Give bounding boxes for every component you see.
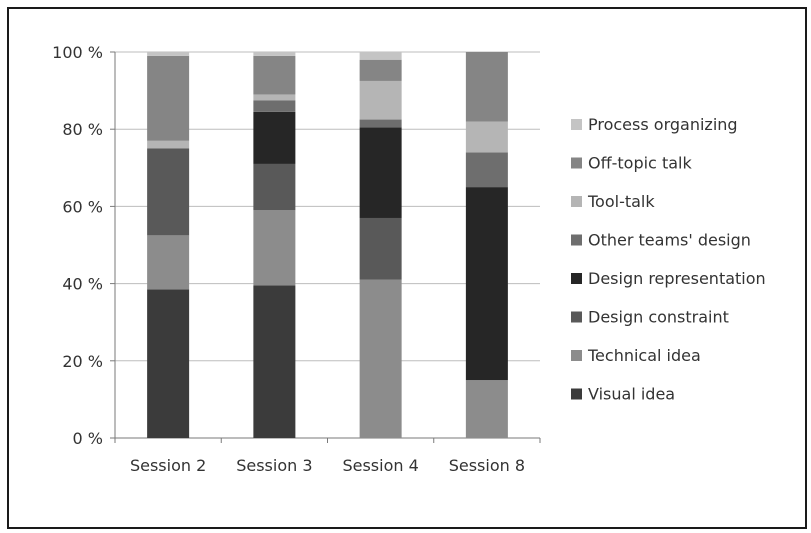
bar-segment-design-representation xyxy=(465,187,508,381)
bar-segment-tool-talk xyxy=(359,80,402,120)
bar-segment-off-topic-talk xyxy=(465,52,508,122)
legend-label: Visual idea xyxy=(588,385,675,404)
x-tick-label: Session 8 xyxy=(449,456,525,475)
y-tick-label: 20 % xyxy=(62,352,103,371)
bar-segment-tool-talk xyxy=(147,140,190,149)
bar-segment-design-constraint xyxy=(147,148,190,236)
legend-swatch xyxy=(571,157,582,169)
bar-segment-process-organizing xyxy=(253,52,296,56)
y-tick-label: 0 % xyxy=(73,429,103,448)
bar-segment-off-topic-talk xyxy=(253,55,296,95)
bar-segment-visual-idea xyxy=(147,289,190,438)
x-tick-label: Session 3 xyxy=(236,456,312,475)
bar-segment-off-topic-talk xyxy=(359,59,402,81)
y-tick-label: 60 % xyxy=(62,197,103,216)
legend-label: Design constraint xyxy=(588,308,729,327)
bar-segment-other-teams-design xyxy=(253,100,296,112)
bar-segment-off-topic-talk xyxy=(147,55,190,141)
legend-swatch xyxy=(571,234,582,246)
legend-swatch xyxy=(571,273,582,284)
legend-swatch xyxy=(571,311,582,323)
chart-frame xyxy=(7,7,807,529)
legend-label: Process organizing xyxy=(588,115,738,134)
bar-segment-other-teams-design xyxy=(465,152,508,188)
bar-segment-process-organizing xyxy=(147,52,190,56)
x-tick-label: Session 2 xyxy=(130,456,206,475)
legend-label: Off-topic talk xyxy=(588,154,692,173)
bar-segment-technical-idea xyxy=(147,235,190,290)
bar-segment-technical-idea xyxy=(253,210,296,286)
bar-segment-other-teams-design xyxy=(359,119,402,128)
y-tick-label: 100 % xyxy=(52,43,103,62)
legend-swatch xyxy=(571,196,582,207)
legend-label: Design representation xyxy=(588,269,766,288)
y-tick-label: 40 % xyxy=(62,275,103,294)
legend-label: Tool-talk xyxy=(587,192,655,211)
legend-swatch xyxy=(571,119,582,130)
bar-segment-design-constraint xyxy=(359,217,402,280)
bar-segment-tool-talk xyxy=(465,121,508,153)
legend-label: Other teams' design xyxy=(588,231,751,250)
bar-segment-visual-idea xyxy=(253,285,296,438)
bar-segment-tool-talk xyxy=(253,94,296,101)
bar-segment-technical-idea xyxy=(359,279,402,438)
bar-segment-design-representation xyxy=(359,127,402,218)
bar-segment-technical-idea xyxy=(465,380,508,438)
bar-segment-design-constraint xyxy=(253,163,296,211)
legend-label: Technical idea xyxy=(587,346,701,365)
legend-swatch xyxy=(571,388,582,400)
bar-segment-process-organizing xyxy=(359,52,402,60)
legend: Process organizing Off-topic talk Tool-tal… xyxy=(571,115,766,404)
axes: 0 % 20 % 40 % 60 % 80 % 100 % Session 2 Session… xyxy=(52,43,541,475)
y-tick-label: 80 % xyxy=(62,120,103,139)
bars xyxy=(147,52,508,438)
bar-segment-design-representation xyxy=(253,111,296,164)
x-tick-label: Session 4 xyxy=(342,456,418,475)
legend-swatch xyxy=(571,350,582,361)
